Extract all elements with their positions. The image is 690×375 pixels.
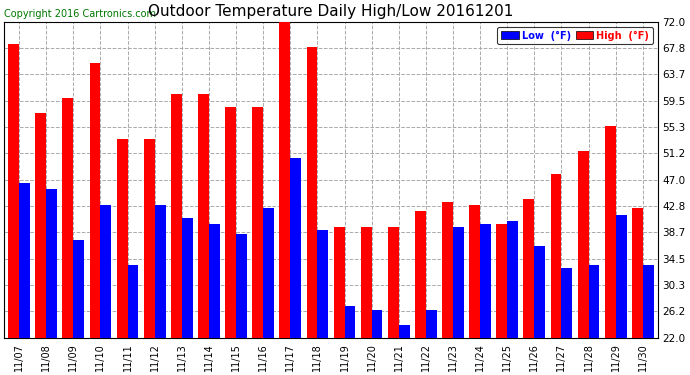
Bar (19, 183, 30, 375)
Bar (144, 139, 155, 375)
Bar (453, 227, 464, 375)
Bar (551, 174, 562, 375)
Bar (225, 107, 236, 375)
Bar (128, 265, 139, 375)
Bar (35, 113, 46, 375)
Legend: Low  (°F), High  (°F): Low (°F), High (°F) (497, 27, 653, 45)
Bar (155, 205, 166, 375)
Bar (317, 231, 328, 375)
Bar (117, 139, 128, 375)
Bar (171, 94, 181, 375)
Bar (615, 214, 627, 375)
Bar (263, 208, 274, 375)
Bar (388, 227, 399, 375)
Bar (198, 94, 209, 375)
Bar (361, 227, 372, 375)
Bar (605, 126, 615, 375)
Bar (524, 199, 534, 375)
Bar (534, 246, 545, 375)
Bar (101, 205, 111, 375)
Bar (209, 224, 219, 375)
Bar (181, 218, 193, 375)
Bar (399, 326, 410, 375)
Bar (334, 227, 344, 375)
Bar (562, 268, 572, 375)
Bar (279, 22, 290, 375)
Bar (306, 47, 317, 375)
Bar (426, 309, 437, 375)
Bar (344, 306, 355, 375)
Text: Copyright 2016 Cartronics.com: Copyright 2016 Cartronics.com (4, 9, 156, 18)
Bar (469, 205, 480, 375)
Bar (589, 265, 600, 375)
Bar (73, 240, 84, 375)
Bar (415, 211, 426, 375)
Bar (290, 158, 301, 375)
Bar (372, 309, 382, 375)
Bar (632, 208, 643, 375)
Bar (496, 224, 507, 375)
Bar (480, 224, 491, 375)
Bar (507, 221, 518, 375)
Bar (643, 265, 653, 375)
Bar (8, 44, 19, 375)
Title: Outdoor Temperature Daily High/Low 20161201: Outdoor Temperature Daily High/Low 20161… (148, 4, 513, 19)
Bar (236, 234, 247, 375)
Bar (46, 189, 57, 375)
Bar (63, 98, 73, 375)
Bar (90, 63, 101, 375)
Bar (253, 107, 263, 375)
Bar (578, 152, 589, 375)
Bar (442, 202, 453, 375)
